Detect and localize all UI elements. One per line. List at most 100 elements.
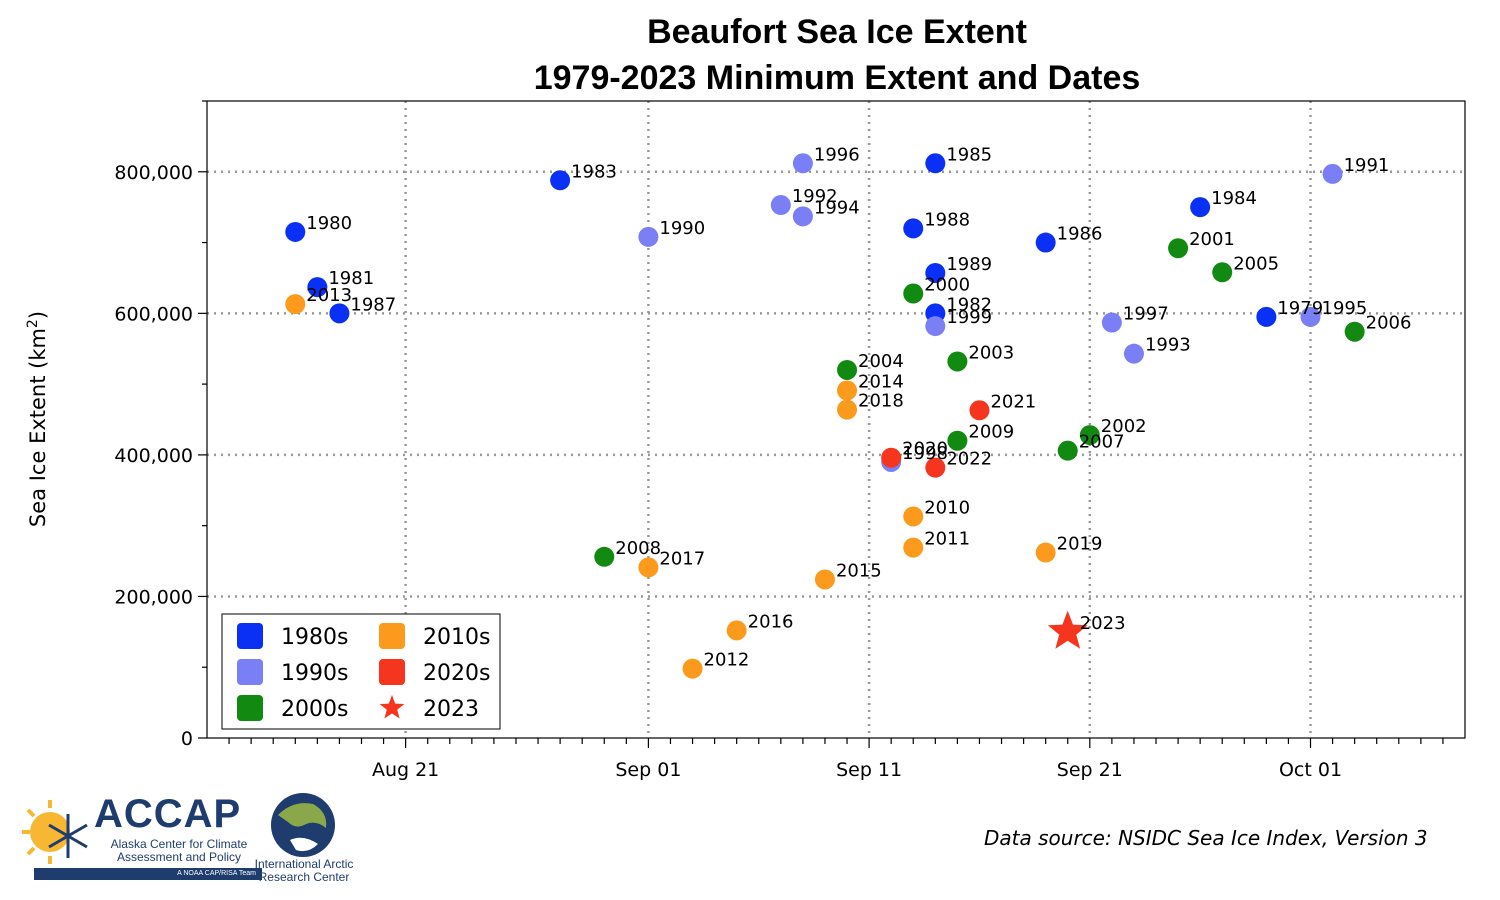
point-label-2014: 2014	[858, 371, 904, 392]
legend-item-2020s: 2020s	[379, 659, 490, 686]
point-label-1996: 1996	[814, 144, 860, 165]
point-2001	[1168, 238, 1189, 259]
point-label-1979: 1979	[1277, 298, 1323, 319]
legend: 1980s 1990s 2000s 2010s 2020s 2023	[221, 613, 501, 730]
legend-label: 1990s	[281, 661, 348, 686]
y-tick-label: 0	[181, 728, 193, 750]
accap-logo-bar: A NOAA CAP/RISA Team	[34, 868, 262, 880]
legend-item-2000s: 2000s	[237, 695, 348, 722]
point-label-2005: 2005	[1233, 253, 1279, 274]
point-2010	[903, 506, 924, 527]
point-2017	[638, 557, 659, 578]
point-1999	[925, 316, 946, 337]
y-tick-label: 200,000	[114, 586, 193, 608]
point-label-2013: 2013	[306, 285, 352, 306]
point-2009	[947, 430, 968, 451]
series-2020s	[881, 400, 990, 478]
point-label-2009: 2009	[968, 422, 1014, 443]
point-2008	[594, 546, 615, 567]
point-label-2018: 2018	[858, 391, 904, 412]
data-points: 1979 1980 1981 1982 1983 1984 1985 1986 1987 1988…	[285, 144, 1412, 679]
point-2011	[903, 537, 924, 558]
point-1981	[307, 277, 328, 298]
point-label-2008: 2008	[615, 538, 661, 559]
legend-label: 2010s	[423, 625, 490, 650]
point-label-2006: 2006	[1366, 313, 1412, 334]
chart-title: Beaufort Sea Ice Extent	[647, 13, 1027, 51]
point-label-2023: 2023	[1080, 613, 1126, 634]
point-label-1993: 1993	[1145, 335, 1191, 356]
legend-label: 2023	[423, 697, 479, 722]
point-2002	[1079, 425, 1100, 446]
point-1980	[285, 221, 306, 242]
accap-logo-title: ACCAP	[94, 792, 242, 836]
point-label-2003: 2003	[968, 342, 1014, 363]
legend-swatch	[237, 695, 263, 721]
point-label-2019: 2019	[1057, 534, 1103, 555]
point-2015	[814, 569, 835, 590]
point-2003	[947, 351, 968, 372]
point-1992	[770, 195, 791, 216]
point-label-2012: 2012	[704, 650, 750, 671]
sun-snowflake-icon	[22, 800, 88, 864]
y-tick-label: 800,000	[114, 162, 193, 184]
accap-logo-subtitle: Alaska Center for Climate Assessment and…	[110, 837, 248, 864]
point-2000	[903, 283, 924, 304]
point-1984	[1190, 197, 1211, 218]
point-label-2017: 2017	[659, 548, 705, 569]
accap-logo-tagline: A NOAA CAP/RISA Team	[177, 870, 256, 877]
point-label-2016: 2016	[748, 611, 794, 632]
point-2018	[837, 399, 858, 420]
x-tick-label: Sep 11	[836, 759, 902, 781]
series-2023	[1047, 610, 1088, 649]
legend-item-1990s: 1990s	[237, 659, 348, 686]
point-label-1986: 1986	[1057, 224, 1103, 245]
legend-item-1980s: 1980s	[237, 623, 348, 650]
point-1988	[903, 218, 924, 239]
point-label-1991: 1991	[1344, 155, 1390, 176]
axis-ticks: 0 200,000 400,000 600,000 800,000 Aug 21 Sep 0…	[114, 100, 1444, 781]
logos: ACCAP Alaska Center for Climate Assessme…	[20, 790, 380, 890]
point-label-2011: 2011	[924, 529, 970, 550]
point-label-1988: 1988	[924, 209, 970, 230]
legend-swatch	[379, 623, 405, 649]
globe-icon	[271, 793, 335, 857]
x-tick-label: Sep 21	[1057, 759, 1123, 781]
y-tick-label: 600,000	[114, 303, 193, 325]
point-label-1982: 1982	[946, 294, 992, 315]
point-2005	[1212, 262, 1233, 283]
point-label-1985: 1985	[946, 144, 992, 165]
point-1991	[1322, 163, 1343, 184]
point-label-2002: 2002	[1101, 416, 1147, 437]
point-1995	[1300, 306, 1321, 327]
y-axis-label: Sea Ice Extent (km2)	[25, 311, 50, 527]
point-label-1999: 1999	[946, 307, 992, 328]
grid	[207, 101, 1465, 738]
point-1996	[792, 153, 813, 174]
point-2016	[726, 620, 747, 641]
point-label-2000: 2000	[924, 275, 970, 296]
point-label-1998: 1998	[902, 443, 948, 464]
point-label-1997: 1997	[1123, 304, 1169, 325]
point-2006	[1344, 321, 1365, 342]
point-label-1983: 1983	[571, 161, 617, 182]
point-label-2004: 2004	[858, 351, 904, 372]
x-tick-label: Aug 21	[372, 759, 439, 781]
point-label-1981: 1981	[328, 268, 374, 289]
legend-label: 2020s	[423, 661, 490, 686]
point-1989	[925, 262, 946, 283]
point-2021	[969, 400, 990, 421]
point-1997	[1101, 312, 1122, 333]
point-label-2015: 2015	[836, 560, 882, 581]
data-source-note: Data source: NSIDC Sea Ice Index, Versio…	[984, 826, 1428, 850]
point-1987	[329, 303, 350, 324]
x-tick-label: Oct 01	[1279, 759, 1342, 781]
point-label-1989: 1989	[946, 254, 992, 275]
point-2014	[837, 380, 858, 401]
point-2007	[1057, 440, 1078, 461]
point-2020	[881, 447, 902, 468]
point-label-1987: 1987	[350, 294, 396, 315]
point-1993	[1123, 343, 1144, 364]
series-2000s	[594, 238, 1365, 567]
point-2019	[1035, 542, 1056, 563]
